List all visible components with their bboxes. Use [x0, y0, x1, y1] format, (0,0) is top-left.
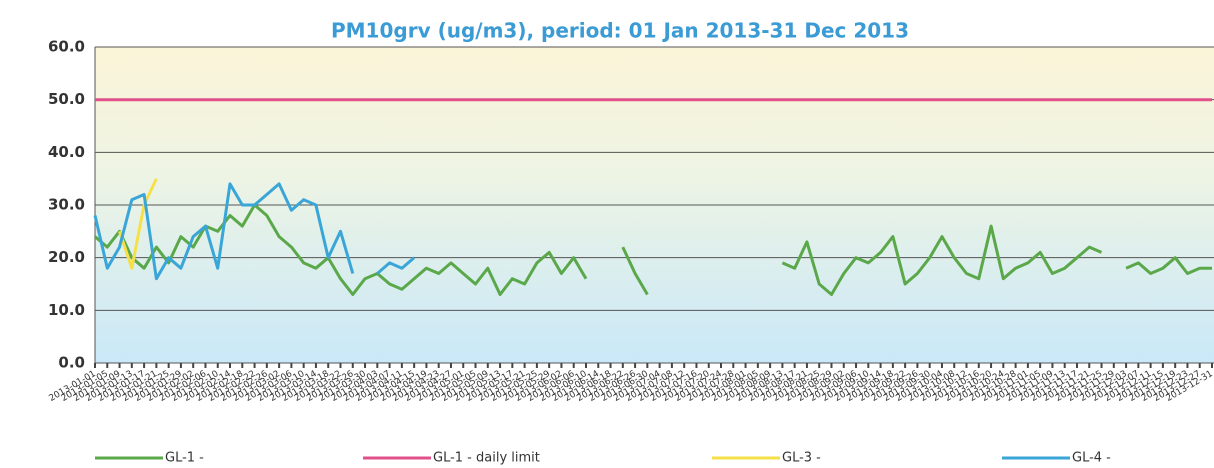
y-tick-label: 50.0	[48, 90, 85, 108]
series-line	[93, 182, 416, 281]
y-tick-label: 30.0	[48, 196, 85, 214]
legend-label: GL-1 - daily limit	[433, 451, 540, 466]
series-line	[94, 203, 1212, 296]
chart-title: PM10grv (ug/m3), period: 01 Jan 2013-31 …	[331, 19, 909, 43]
y-tick-label: 20.0	[48, 248, 85, 266]
y-tick-label: 10.0	[48, 301, 85, 319]
legend-label: GL-4 -	[1072, 451, 1111, 466]
y-tick-label: 0.0	[58, 354, 85, 372]
series-line	[118, 178, 158, 270]
legend-label: GL-3 -	[782, 451, 821, 466]
y-tick-label: 60.0	[48, 38, 85, 56]
y-tick-label: 40.0	[48, 143, 85, 161]
legend-label: GL-1 -	[165, 451, 204, 466]
